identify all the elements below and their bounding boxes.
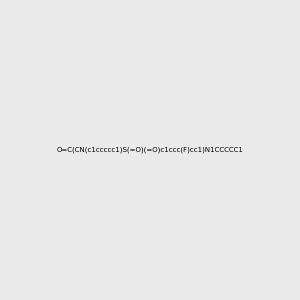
Text: O=C(CN(c1ccccc1)S(=O)(=O)c1ccc(F)cc1)N1CCCCC1: O=C(CN(c1ccccc1)S(=O)(=O)c1ccc(F)cc1)N1C…: [57, 147, 243, 153]
